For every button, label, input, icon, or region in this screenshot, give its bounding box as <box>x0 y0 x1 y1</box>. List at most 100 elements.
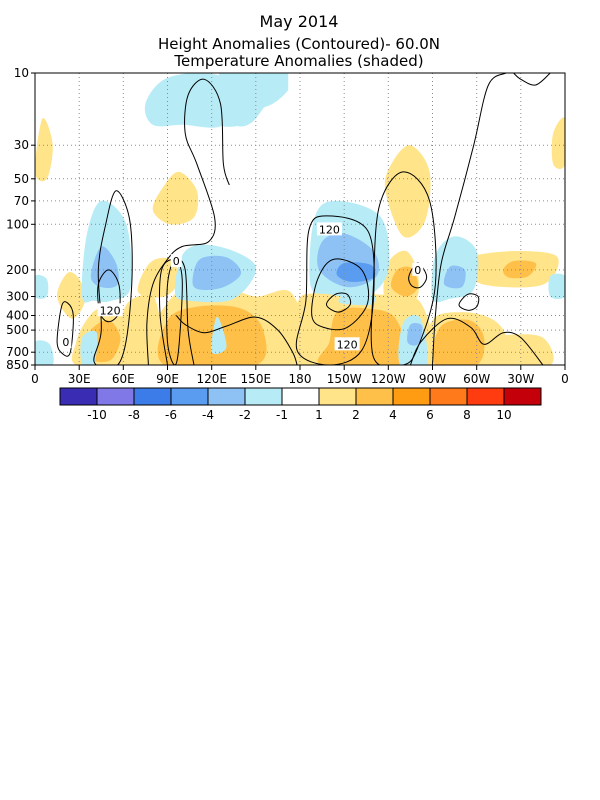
contour-asia-ridge <box>146 78 230 365</box>
colorbar-swatch <box>59 387 98 406</box>
contour-atlantic-low <box>409 317 544 365</box>
x-tick-label: 0 <box>561 372 569 386</box>
x-tick-label: 30E <box>68 372 91 386</box>
temp-region-cold-core-nam <box>443 265 466 289</box>
colorbar-label: 4 <box>389 408 397 422</box>
temp-region-cold-core-siberia <box>192 255 242 290</box>
contour-pacific-outer <box>295 215 375 365</box>
temp-region-cold-edge-low <box>35 340 54 365</box>
temp-region-warm-edge-left <box>35 118 53 182</box>
temp-region-cold-strat-band <box>219 73 289 109</box>
contour-label: 0 <box>414 264 421 277</box>
contour-atlantic-top <box>513 73 551 86</box>
x-tick-label: 150W <box>327 372 362 386</box>
colorbar-swatch <box>96 387 135 406</box>
x-tick-label: 30W <box>507 372 534 386</box>
colorbar-swatch <box>170 387 209 406</box>
x-tick-label: 180 <box>289 372 312 386</box>
temp-region-warm-edge-right <box>551 117 565 169</box>
colorbar-swatch <box>207 387 246 406</box>
y-tick-label: 400 <box>6 309 29 323</box>
contour-nam-small <box>458 293 480 311</box>
x-tick-label: 60E <box>112 372 135 386</box>
colorbar-label: -2 <box>239 408 251 422</box>
y-tick-label: 300 <box>6 290 29 304</box>
colorbar-swatch <box>392 387 431 406</box>
y-tick-label: 100 <box>6 217 29 231</box>
contour-label-bg <box>412 262 424 276</box>
colorbar-swatch <box>318 387 357 406</box>
y-tick-label: 50 <box>14 172 29 186</box>
temp-region-warm-strat-asia <box>152 171 199 225</box>
x-tick-label: 120W <box>371 372 406 386</box>
colorbar-label: -8 <box>128 408 140 422</box>
colorbar-swatch <box>429 387 468 406</box>
chart-subtitle-height: Height Anomalies (Contoured)- 60.0N <box>158 35 440 53</box>
y-tick-label: 30 <box>14 138 29 152</box>
contour-pacific-mid <box>311 258 370 331</box>
colorbar-label: 8 <box>463 408 471 422</box>
colorbar-label: 2 <box>352 408 360 422</box>
colorbar-label: -10 <box>87 408 107 422</box>
colorbar-label: -1 <box>276 408 288 422</box>
contour-label: 120 <box>100 304 121 317</box>
x-tick-label: 150E <box>241 372 272 386</box>
temp-region-cold-core-nam-low <box>407 323 423 346</box>
colorbar-swatch <box>503 387 542 406</box>
y-tick-label: 500 <box>6 323 29 337</box>
y-tick-label: 850 <box>6 358 29 372</box>
colorbar-swatch <box>244 387 283 406</box>
contour-label-bg <box>316 222 342 236</box>
chart-title: May 2014 <box>260 12 339 31</box>
contour-label: 120 <box>319 223 340 236</box>
y-tick-label: 10 <box>14 66 29 80</box>
temp-region-warm-strat-nam <box>384 145 431 238</box>
y-tick-label: 200 <box>6 263 29 277</box>
temp-region-cold-edge-right <box>548 273 565 300</box>
temp-region-cold-urals-low <box>80 330 98 365</box>
contour-west-zero <box>56 301 74 357</box>
x-tick-label: 0 <box>31 372 39 386</box>
contour-label-bg <box>170 254 182 268</box>
contour-label: 0 <box>62 336 69 349</box>
x-tick-label: 120E <box>196 372 227 386</box>
colorbar-label: -4 <box>202 408 214 422</box>
colorbar-label: 10 <box>496 408 511 422</box>
x-tick-label: 90E <box>156 372 179 386</box>
colorbar-label: 1 <box>315 408 323 422</box>
grid-lines <box>35 73 565 365</box>
temp-region-cold-edge-left <box>35 274 49 299</box>
temp-region-warm-core-atlantic <box>432 319 485 365</box>
colorbar-swatch <box>281 387 320 406</box>
x-tick-label: 90W <box>419 372 446 386</box>
contour-label-bg <box>97 303 123 317</box>
temperature-anomaly-shading <box>35 73 565 365</box>
contour-pacific-inner <box>326 292 352 313</box>
contour-labels: 120 0 0 120 120 0 <box>60 222 424 351</box>
x-axis: 0 30E 60E 90E 120E 150E 180 150W 120W 90W 60W 30W 0 <box>31 365 569 386</box>
contour-label: 120 <box>337 338 358 351</box>
contour-label: 0 <box>173 255 180 268</box>
colorbar-swatch <box>466 387 505 406</box>
temp-region-warm-atlantic-east <box>489 334 554 365</box>
contour-nam-outer <box>370 171 437 365</box>
contour-label-bg <box>60 335 72 349</box>
colorbar: -10 -8 -6 -4 -2 -1 1 2 4 6 8 10 <box>59 387 542 422</box>
contour-label-bg <box>334 337 360 351</box>
temp-region-warm-core-nam <box>390 266 418 297</box>
temp-region-warm-west-stub <box>57 272 86 319</box>
colorbar-label: -6 <box>165 408 177 422</box>
y-tick-label: 70 <box>14 194 29 208</box>
colorbar-swatch <box>133 387 172 406</box>
temp-region-warm-core-pacific <box>317 307 408 365</box>
temp-region-warm-central <box>137 257 180 298</box>
temp-region-cold-pacific-low <box>338 293 376 306</box>
temp-region-warm-core-siberia <box>157 305 267 365</box>
x-tick-label: 60W <box>463 372 490 386</box>
contour-urals-outer <box>93 190 133 365</box>
y-tick-label: 700 <box>6 345 29 359</box>
colorbar-swatch <box>355 387 394 406</box>
contour-asia-trough <box>175 315 298 365</box>
